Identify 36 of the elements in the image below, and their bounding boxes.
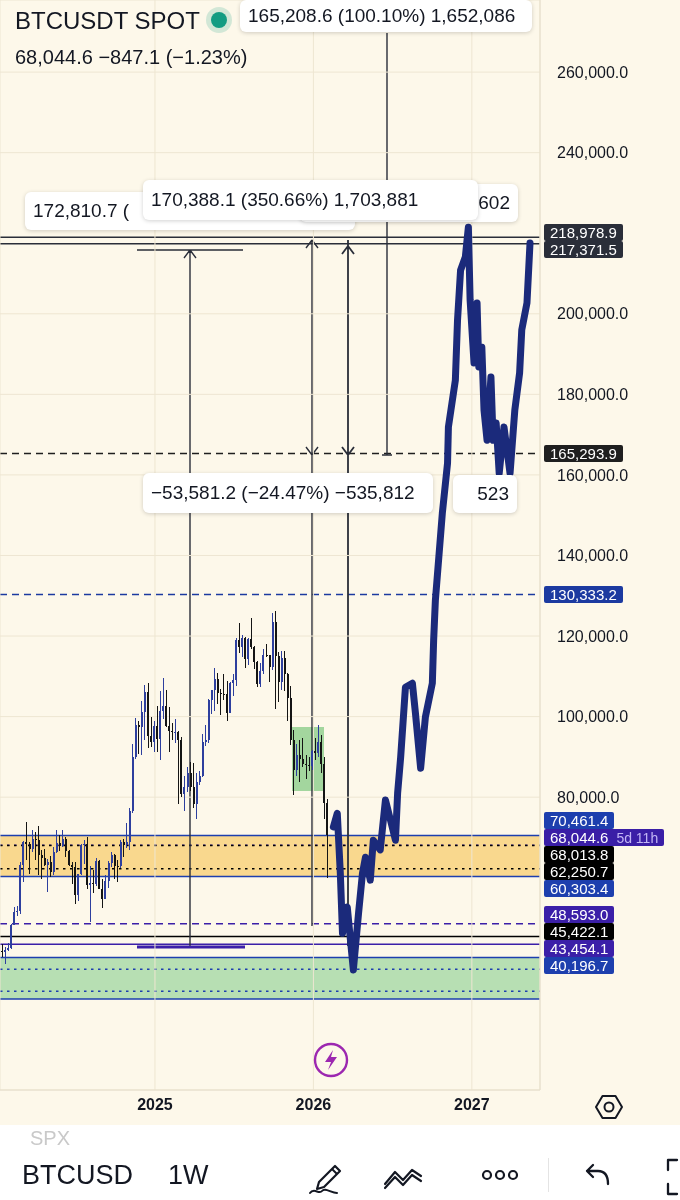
text: 5d 11h [616, 829, 659, 846]
text: 1W [168, 1160, 209, 1190]
ref-line-label: 165,293.9 [550, 445, 617, 463]
ref-line-label: 130,333.2 [550, 585, 617, 603]
y-tick-label: 180,000.0 [557, 386, 629, 404]
ref-line-label: 68,044.6 [550, 828, 609, 846]
y-tick-label: 120,000.0 [557, 627, 629, 645]
ref-line-label: 60,303.4 [550, 879, 609, 897]
y-tick-label: 200,000.0 [557, 305, 629, 323]
x-tick-label: 2027 [454, 1096, 490, 1114]
ref-line-label: 40,196.7 [550, 957, 609, 975]
y-tick-label: 140,000.0 [557, 547, 629, 565]
y-tick-label: 240,000.0 [557, 144, 629, 162]
ref-line-label: 45,422.1 [550, 923, 609, 941]
annotation: −53,581.2 (−24.47%) −535,812 [151, 482, 415, 504]
annotation: 172,810.7 ( [33, 200, 130, 222]
ref-line-label: 62,250.7 [550, 862, 609, 880]
chart-title: BTCUSDT SPOT [15, 7, 200, 34]
annotation: 170,388.1 (350.66%) 1,703,881 [151, 189, 419, 211]
annotation: 165,208.6 (100.10%) 1,652,086 [248, 5, 516, 27]
ref-line-label: 70,461.4 [550, 811, 609, 829]
ref-line-label: 68,013.8 [550, 845, 609, 863]
text: BTCUSD [22, 1160, 134, 1190]
y-tick-label: 80,000.0 [557, 788, 620, 806]
y-tick-label: 160,000.0 [557, 466, 629, 484]
ref-line-label: 217,371.5 [550, 240, 617, 258]
x-tick-label: 2025 [137, 1096, 173, 1114]
ref-line-label: 48,593.0 [550, 906, 609, 924]
ref-line-label: 43,454.1 [550, 940, 609, 958]
y-tick-label: 100,000.0 [557, 708, 629, 726]
x-tick-label: 2026 [295, 1096, 332, 1114]
y-tick-label: 260,000.0 [557, 63, 629, 81]
annotation: 523 [477, 483, 509, 505]
annotation: 68,044.6 −847.1 (−1.23%) [15, 46, 248, 68]
ref-line-label: 218,978.9 [550, 223, 617, 241]
annotation: 602 [478, 192, 510, 214]
